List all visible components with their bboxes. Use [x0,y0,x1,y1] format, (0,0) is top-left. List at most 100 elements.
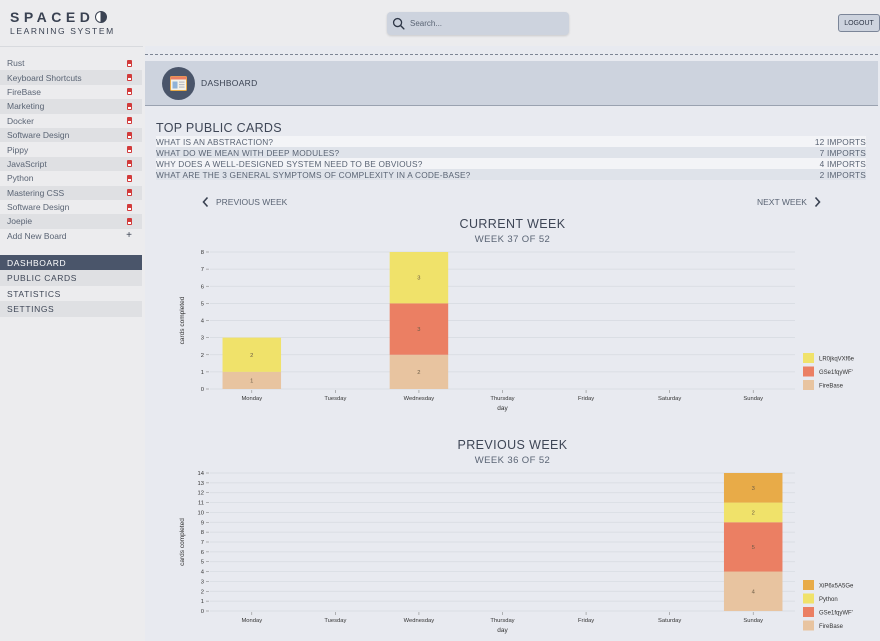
card-icon [127,174,132,182]
public-card-imports: 12 IMPORTS [814,136,866,147]
add-board-button[interactable]: Add New Board + [0,229,142,243]
public-card-question: WHAT ARE THE 3 GENERAL SYMPTOMS OF COMPL… [156,169,471,180]
bar-value-label: 3 [752,486,755,492]
logout-button[interactable]: LOGOUT [838,14,880,32]
x-tick-label: Friday [578,618,594,624]
y-axis-label: cards completed [179,518,186,566]
y-tick-label: 5 [201,301,204,307]
x-tick-label: Wednesday [404,618,435,624]
sidebar-board-item[interactable]: Rust [0,56,142,70]
y-tick-label: 2 [201,589,204,595]
previous-week-title: PREVIOUS WEEK [457,438,568,452]
current-week-subtitle: WEEK 37 OF 52 [474,234,551,245]
board-label: Rust [7,58,25,69]
card-icon [127,74,132,82]
y-tick-label: 8 [201,250,204,256]
legend-label: FireBase [819,624,844,630]
y-tick-label: 9 [201,520,204,526]
bar-value-label: 3 [417,327,420,333]
nav-item-statistics[interactable]: STATISTICS [7,288,61,299]
public-card-row[interactable]: WHAT DO WE MEAN WITH DEEP MODULES? 7 IMPO… [156,147,866,158]
public-card-question: WHAT DO WE MEAN WITH DEEP MODULES? [156,147,340,158]
nav-item-public-cards[interactable]: PUBLIC CARDS [0,270,142,286]
top-public-cards-list: WHAT IS AN ABSTRACTION? 12 IMPORTS WHAT DO… [156,136,866,180]
y-tick-label: 6 [201,550,204,556]
sidebar-board-item[interactable]: Marketing [0,99,142,114]
app-logo[interactable]: SPACED LEARNING SYSTEM [10,9,115,36]
previous-week-label: PREVIOUS WEEK [216,197,288,207]
bar-value-label: 1 [250,378,253,384]
legend-swatch [803,607,814,617]
next-week-button[interactable]: NEXT WEEK [757,196,822,208]
sidebar: Rust Keyboard Shortcuts FireBase Marketing D… [0,46,143,641]
sidebar-board-item[interactable]: FireBase [0,85,142,99]
search-input[interactable] [410,19,560,28]
card-icon [127,189,132,197]
next-week-label: NEXT WEEK [757,197,807,207]
board-label: Mastering CSS [7,187,65,198]
sidebar-board-item[interactable]: Mastering CSS [0,185,142,200]
y-tick-label: 2 [201,353,204,359]
sidebar-board-item[interactable]: Keyboard Shortcuts [0,70,142,85]
sidebar-board-item[interactable]: Software Design [0,200,142,214]
legend-label: XiP6x5A5Ge [819,584,854,590]
sidebar-board-item[interactable]: Pippy [0,142,142,156]
y-tick-label: 4 [201,570,205,576]
sidebar-board-item[interactable]: Software Design [0,127,142,143]
previous-week-subtitle: WEEK 36 OF 52 [474,455,551,466]
legend-swatch [803,580,814,590]
public-card-imports: 2 IMPORTS [819,169,866,180]
y-tick-label: 12 [198,491,204,497]
logo-title: SPACED [10,9,95,25]
y-tick-label: 6 [201,284,204,290]
search-bar[interactable] [387,12,569,35]
legend-label: GSe1fqyWF' [819,611,853,617]
board-label: Joepie [7,216,33,227]
nav-item-dashboard[interactable]: DASHBOARD [0,255,142,271]
y-tick-label: 1 [201,599,204,605]
divider [145,54,878,55]
nav-item-settings[interactable]: SETTINGS [0,301,142,317]
board-label: Python [7,173,34,184]
y-tick-label: 8 [201,530,204,536]
x-tick-label: Wednesday [404,396,435,402]
bar-value-label: 3 [417,276,420,282]
public-card-row[interactable]: WHY DOES A WELL-DESIGNED SYSTEM NEED TO … [156,158,866,169]
x-tick-label: Monday [241,618,262,624]
current-week-title: CURRENT WEEK [459,217,566,231]
board-label: Software Design [7,130,70,141]
card-icon [127,102,132,110]
sidebar-board-item[interactable]: Python [0,171,142,185]
x-tick-label: Saturday [658,618,681,624]
previous-week-button[interactable]: PREVIOUS WEEK [201,196,287,208]
card-icon [127,217,132,225]
x-tick-label: Thursday [490,396,514,402]
bar-segment [389,303,449,355]
bar-segment [389,252,449,304]
logo-subtitle: LEARNING SYSTEM [10,26,115,36]
y-tick-label: 4 [201,319,205,325]
current-week-chart: 0 1 2 3 4 5 6 7 8 Monday Tuesday Wednesday Thursday F… [179,250,855,412]
x-tick-label: Friday [578,396,594,402]
sidebar-board-item[interactable]: Joepie [0,214,142,229]
legend-swatch [803,593,814,604]
x-tick-label: Tuesday [324,618,346,624]
bar-value-label: 2 [752,510,755,516]
public-card-row[interactable]: WHAT IS AN ABSTRACTION? 12 IMPORTS [156,136,866,147]
moon-icon [95,11,108,23]
bar-segment [723,571,783,611]
bar-value-label: 5 [752,545,755,551]
x-tick-label: Thursday [490,618,514,624]
legend-swatch [803,620,814,631]
top-public-cards: TOP PUBLIC CARDS WHAT IS AN ABSTRACTION?… [156,121,866,180]
chevron-right-icon [814,196,821,208]
bar-segment [222,371,282,389]
sidebar-board-item[interactable]: Docker [0,114,142,128]
public-card-imports: 4 IMPORTS [819,158,866,169]
x-axis-label: day [497,405,508,412]
y-tick-label: 5 [201,560,204,566]
public-card-row[interactable]: WHAT ARE THE 3 GENERAL SYMPTOMS OF COMPL… [156,169,866,180]
main-content: DASHBOARD TOP PUBLIC CARDS WHAT IS AN AB… [145,46,880,641]
sidebar-board-item[interactable]: JavaScript [0,156,142,172]
